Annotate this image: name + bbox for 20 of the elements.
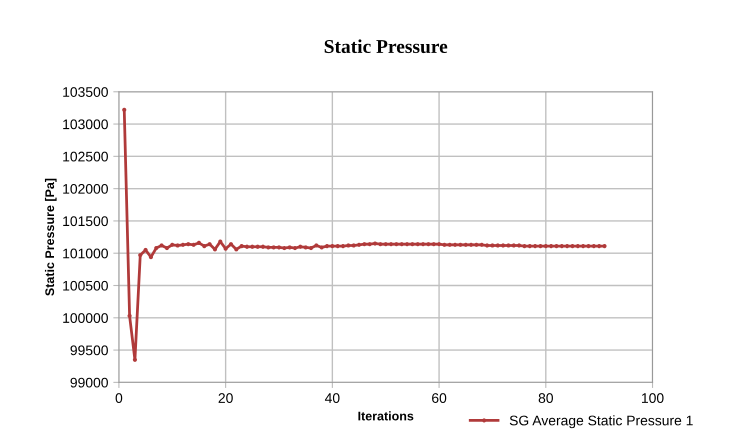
x-tick-label: 100	[642, 393, 664, 403]
x-tick-label: 40	[324, 393, 340, 403]
y-axis-title: Static Pressure [Pa]	[44, 178, 57, 296]
y-tick-label: 100500	[63, 280, 108, 291]
legend-label: SG Average Static Pressure 1	[510, 415, 693, 428]
y-tick-label: 102000	[63, 184, 108, 194]
x-axis-title: Iterations	[358, 411, 414, 420]
x-tick-label: 80	[538, 393, 553, 403]
y-tick-label: 100000	[63, 313, 108, 323]
y-tick-label: 101000	[63, 248, 108, 258]
y-tick-label: 99000	[70, 378, 108, 388]
x-tick-label: 20	[218, 393, 233, 403]
y-tick-label: 102500	[63, 152, 108, 162]
chart-title: Static Pressure	[324, 39, 448, 54]
y-tick-label: 103000	[63, 119, 108, 130]
x-tick-label: 60	[432, 393, 446, 403]
x-tick-label: 0	[116, 393, 122, 403]
y-tick-label: 101500	[63, 216, 108, 226]
y-tick-label: 103500	[63, 87, 108, 97]
y-tick-label: 99500	[70, 345, 108, 356]
